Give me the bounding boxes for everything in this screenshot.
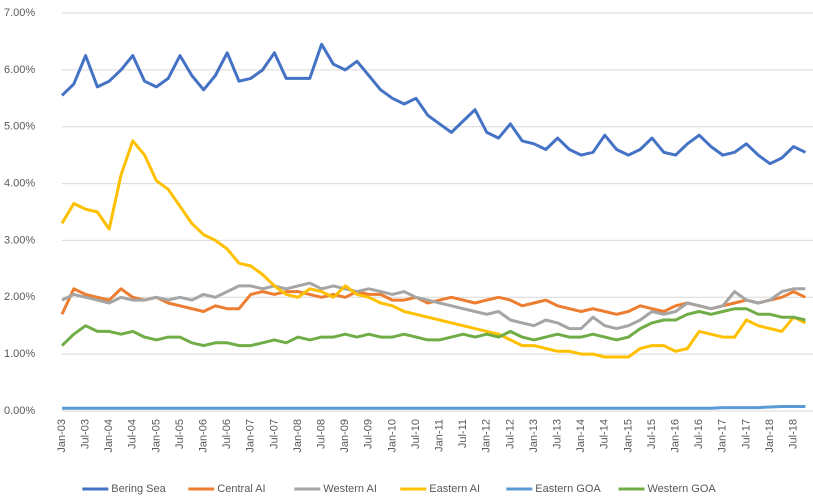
x-tick-label: Jan-08 (292, 419, 304, 453)
x-tick-label: Jan-13 (528, 419, 540, 453)
y-tick-label: 6.00% (4, 64, 35, 76)
x-tick-label: Jul-15 (646, 419, 658, 449)
x-tick-label: Jan-10 (386, 419, 398, 453)
x-tick-label: Jul-11 (457, 419, 469, 448)
x-tick-label: Jan-05 (150, 419, 162, 453)
x-tick-label: Jul-12 (504, 419, 516, 449)
x-tick-label: Jul-09 (363, 419, 375, 449)
x-tick-label: Jul-04 (127, 419, 139, 449)
legend-label: Eastern AI (429, 483, 480, 495)
y-tick-label: 7.00% (4, 7, 35, 19)
x-tick-label: Jan-14 (575, 419, 587, 453)
x-tick-label: Jan-09 (339, 419, 351, 453)
y-tick-label: 1.00% (4, 348, 35, 360)
x-tick-label: Jan-07 (245, 419, 257, 453)
x-tick-label: Jul-06 (221, 419, 233, 449)
legend-label: Bering Sea (111, 483, 166, 495)
x-tick-label: Jul-18 (788, 419, 800, 449)
x-tick-label: Jan-15 (622, 419, 634, 453)
series-line (62, 405, 806, 410)
x-tick-label: Jul-05 (174, 419, 186, 449)
legend-label: Western AI (323, 483, 377, 495)
series-line (60, 307, 806, 348)
x-tick-label: Jan-12 (481, 419, 493, 453)
x-tick-label: Jul-08 (316, 419, 328, 449)
x-tick-label: Jul-07 (268, 419, 280, 449)
x-tick-label: Jan-03 (56, 419, 68, 453)
x-tick-label: Jan-11 (434, 419, 446, 452)
x-tick-label: Jan-04 (103, 419, 115, 453)
y-tick-label: 2.00% (4, 291, 35, 303)
x-tick-label: Jan-17 (717, 419, 729, 453)
y-tick-label: 0.00% (4, 405, 35, 417)
x-tick-label: Jul-14 (599, 419, 611, 449)
series-line (61, 281, 806, 331)
y-tick-label: 5.00% (4, 121, 35, 133)
legend-label: Western GOA (648, 483, 717, 495)
legend-label: Central AI (217, 483, 265, 495)
x-tick-label: Jul-13 (552, 419, 564, 449)
y-tick-label: 4.00% (4, 177, 35, 189)
legend-label: Eastern GOA (535, 483, 601, 495)
series-line (60, 42, 807, 166)
series-line (60, 139, 807, 359)
x-tick-label: Jan-16 (670, 419, 682, 453)
x-tick-label: Jul-16 (693, 419, 705, 449)
x-tick-label: Jul-03 (80, 419, 92, 449)
x-tick-label: Jul-10 (410, 419, 422, 449)
y-tick-label: 3.00% (4, 234, 35, 246)
x-tick-label: Jan-18 (764, 419, 776, 453)
x-tick-label: Jul-17 (740, 419, 752, 449)
x-tick-label: Jan-06 (198, 419, 210, 453)
